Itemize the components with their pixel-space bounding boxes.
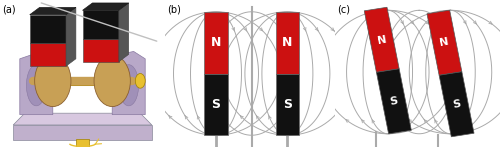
Polygon shape xyxy=(204,74,228,135)
Text: (a): (a) xyxy=(2,4,16,14)
Ellipse shape xyxy=(119,65,139,106)
Polygon shape xyxy=(439,72,474,137)
Text: N: N xyxy=(211,36,221,49)
Polygon shape xyxy=(13,125,152,140)
Text: N: N xyxy=(439,37,450,49)
Polygon shape xyxy=(82,10,119,39)
Text: (b): (b) xyxy=(168,4,181,14)
Text: S: S xyxy=(452,99,462,110)
Polygon shape xyxy=(20,51,53,115)
Polygon shape xyxy=(30,7,76,15)
Ellipse shape xyxy=(136,74,145,88)
Polygon shape xyxy=(30,15,66,43)
Text: N: N xyxy=(282,36,292,49)
Polygon shape xyxy=(66,7,76,66)
Polygon shape xyxy=(276,74,299,135)
Ellipse shape xyxy=(26,65,46,106)
Polygon shape xyxy=(82,39,119,62)
Polygon shape xyxy=(30,43,66,66)
Polygon shape xyxy=(112,51,145,115)
Text: S: S xyxy=(212,98,220,111)
Ellipse shape xyxy=(34,55,71,107)
Text: N: N xyxy=(376,34,387,46)
Polygon shape xyxy=(427,10,462,75)
Polygon shape xyxy=(82,3,128,10)
Ellipse shape xyxy=(94,55,130,107)
Polygon shape xyxy=(204,12,228,74)
Text: (c): (c) xyxy=(338,4,350,14)
Text: S: S xyxy=(389,96,398,107)
Polygon shape xyxy=(13,113,152,125)
Polygon shape xyxy=(76,139,89,147)
Polygon shape xyxy=(119,3,128,62)
Polygon shape xyxy=(376,69,412,134)
Text: S: S xyxy=(283,98,292,111)
Polygon shape xyxy=(276,12,299,74)
Polygon shape xyxy=(364,7,399,72)
